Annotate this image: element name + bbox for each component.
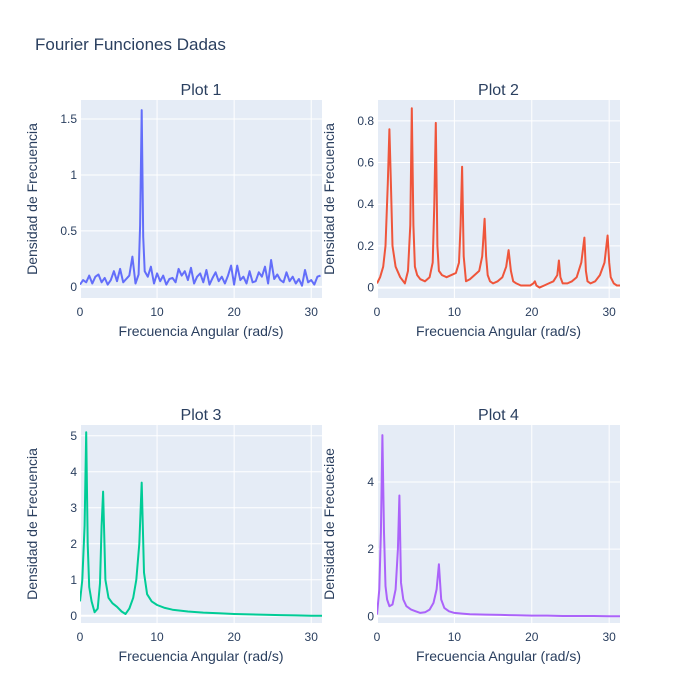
x-tick-label-3-1: 10 [150, 630, 164, 644]
x-tick-label-3-2: 20 [227, 630, 241, 644]
x-tick-label-2-0: 0 [374, 305, 381, 319]
plot-area-1 [80, 100, 322, 298]
y-axis-label-2: Densidad de Frecuencia [321, 123, 337, 275]
subplot-3: 0 10 20 30 0 1 2 3 4 5 Plot 3 Frecuencia Angular (r… [24, 407, 322, 664]
x-axis-label-3: Frecuencia Angular (rad/s) [119, 648, 284, 664]
x-tick-label-4-0: 0 [374, 630, 381, 644]
x-axis-label-4: Frecuencia Angular (rad/s) [416, 648, 581, 664]
series-line-1 [80, 109, 321, 287]
y-tick-label-4-1: 2 [367, 542, 374, 556]
y-tick-label-4-0: 0 [367, 609, 374, 623]
x-tick-label-1-1: 10 [150, 305, 164, 319]
x-tick-label-1-3: 30 [305, 305, 319, 319]
y-tick-label-3-0: 0 [70, 609, 77, 623]
y-tick-label-1-2: 1 [70, 168, 77, 182]
y-tick-label-2-2: 0.4 [357, 197, 374, 211]
y-tick-label-3-3: 3 [70, 501, 77, 515]
subplot-title-1: Plot 1 [181, 82, 222, 99]
subplot-4: 0 10 20 30 0 2 4 Plot 4 Frecuencia Angular (rad/… [321, 407, 620, 664]
figure-title: Fourier Funciones Dadas [35, 35, 226, 54]
subplot-title-3: Plot 3 [181, 407, 222, 424]
y-axis-label-3: Densidad de Frecuencia [24, 448, 40, 600]
x-tick-label-4-2: 20 [525, 630, 539, 644]
y-tick-label-2-1: 0.2 [357, 239, 374, 253]
y-tick-label-2-3: 0.6 [357, 156, 374, 170]
x-axis-label-1: Frecuencia Angular (rad/s) [119, 323, 284, 339]
x-tick-label-2-2: 20 [525, 305, 539, 319]
x-tick-label-2-3: 30 [602, 305, 616, 319]
y-tick-label-3-1: 1 [70, 573, 77, 587]
subplot-2: 0 10 20 30 0 0.2 0.4 0.6 0.8 Plot 2 Frecuencia Ang… [321, 82, 620, 339]
y-tick-label-3-4: 4 [70, 465, 77, 479]
y-axis-label-1: Densidad de Frecuencia [24, 123, 40, 275]
subplot-title-2: Plot 2 [478, 82, 519, 99]
x-tick-label-1-2: 20 [227, 305, 241, 319]
y-tick-label-3-2: 2 [70, 537, 77, 551]
y-tick-label-2-0: 0 [367, 281, 374, 295]
x-tick-label-3-0: 0 [77, 630, 84, 644]
y-tick-label-4-2: 4 [367, 475, 374, 489]
plot-area-3 [80, 425, 322, 623]
plot-area-4 [377, 425, 620, 623]
x-tick-label-2-1: 10 [448, 305, 462, 319]
x-tick-label-3-3: 30 [305, 630, 319, 644]
y-tick-label-1-3: 1.5 [60, 112, 77, 126]
y-tick-label-2-4: 0.8 [357, 114, 374, 128]
x-tick-label-4-1: 10 [448, 630, 462, 644]
y-tick-label-1-1: 0.5 [60, 224, 77, 238]
y-tick-label-1-0: 0 [70, 280, 77, 294]
subplot-title-4: Plot 4 [478, 407, 519, 424]
subplot-1: 0 10 20 30 0 0.5 1 1.5 Plot 1 Frecuencia Angular … [24, 82, 322, 339]
x-tick-label-4-3: 30 [602, 630, 616, 644]
series-line-3 [80, 431, 322, 617]
y-axis-label-4: Densidad de Frecueciae [321, 448, 337, 600]
x-axis-label-2: Frecuencia Angular (rad/s) [416, 323, 581, 339]
series-line-4 [377, 434, 620, 618]
series-line-2 [377, 107, 620, 289]
y-tick-label-3-5: 5 [70, 429, 77, 443]
x-tick-label-1-0: 0 [77, 305, 84, 319]
